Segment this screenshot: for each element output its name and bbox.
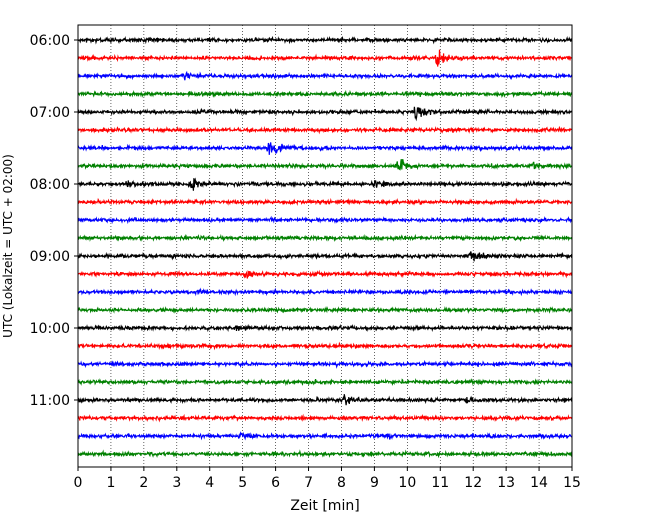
- x-tick-label: 3: [172, 475, 181, 491]
- trace-1030: [77, 359, 573, 369]
- y-tick-label: 06:00: [30, 33, 70, 49]
- x-tick-label: 9: [370, 475, 379, 491]
- y-tick-label: 09:00: [30, 249, 70, 265]
- y-tick-label: 08:00: [30, 177, 70, 193]
- x-tick-label: 1: [106, 475, 115, 491]
- trace-0830: [77, 215, 573, 225]
- x-tick-label: 4: [205, 475, 214, 491]
- x-tick-label: 14: [530, 475, 548, 491]
- y-tick-label: 10:00: [30, 321, 70, 337]
- trace-0815: [77, 197, 573, 206]
- trace-0900: [77, 251, 573, 262]
- trace-0600: [77, 35, 573, 45]
- x-tick-label: 12: [464, 475, 482, 491]
- y-tick-label: 07:00: [30, 105, 70, 121]
- trace-0845: [77, 233, 573, 243]
- y-ticks: 06:00 07:00 08:00 09:00 10:00 11:00: [30, 33, 78, 409]
- y-axis-label: UTC (Lokalzeit = UTC + 02:00): [1, 154, 15, 338]
- y-tick-label: 11:00: [30, 393, 70, 409]
- trace-0915: [77, 269, 573, 279]
- seismic-traces: [77, 35, 573, 459]
- x-tick-label: 5: [238, 475, 247, 491]
- x-axis-label: Zeit [min]: [290, 498, 359, 514]
- trace-0745: [77, 158, 573, 171]
- x-tick-label: 15: [563, 475, 581, 491]
- trace-1000: [77, 323, 573, 333]
- x-ticks: 0 1 2 3 4 5 6 7 8 9 10 11 12 13 14 15: [74, 467, 581, 491]
- trace-0645: [77, 89, 573, 99]
- trace-1145: [77, 449, 573, 459]
- trace-0945: [77, 305, 573, 314]
- x-tick-label: 2: [139, 475, 148, 491]
- trace-0930: [77, 287, 573, 297]
- x-tick-label: 11: [431, 475, 449, 491]
- trace-0700: [77, 106, 573, 122]
- trace-0730: [77, 142, 573, 155]
- trace-0615: [77, 49, 572, 67]
- plot-frame: [77, 24, 573, 468]
- x-tick-label: 13: [497, 475, 515, 491]
- trace-0715: [77, 125, 572, 135]
- trace-1115: [77, 413, 573, 423]
- x-tick-label: 6: [271, 475, 280, 491]
- trace-0630: [77, 70, 573, 81]
- x-tick-label: 10: [398, 475, 416, 491]
- trace-1130: [77, 431, 573, 441]
- trace-1015: [77, 341, 573, 351]
- x-tick-label: 7: [304, 475, 313, 491]
- trace-1100: [77, 394, 573, 406]
- x-tick-label: 8: [337, 475, 346, 491]
- trace-1045: [77, 377, 573, 387]
- trace-0800: [77, 177, 573, 191]
- x-tick-label: 0: [74, 475, 83, 491]
